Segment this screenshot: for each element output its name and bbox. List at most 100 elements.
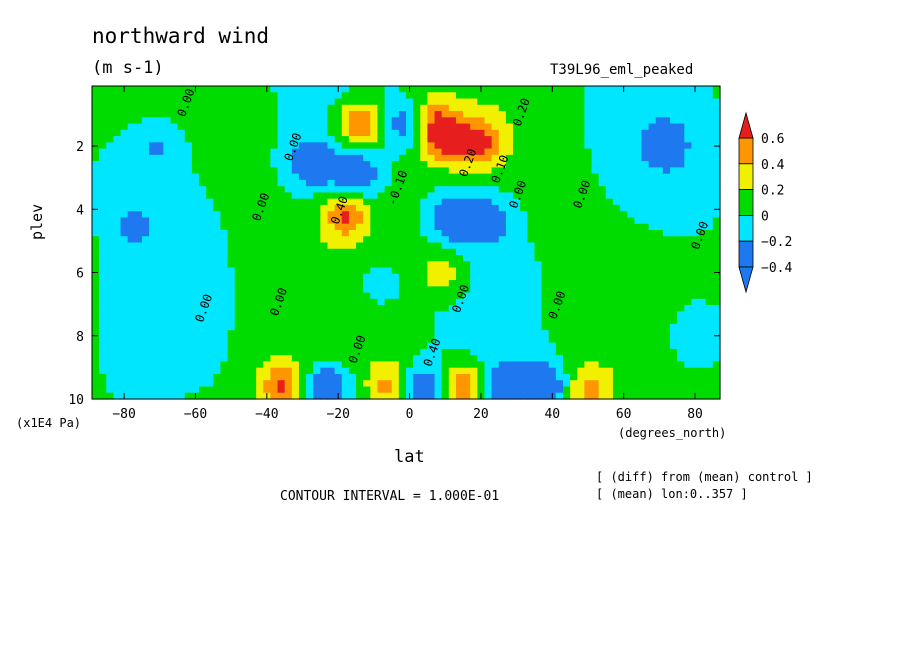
field-cell [520, 236, 528, 244]
field-cell [670, 348, 678, 356]
field-cell [213, 273, 222, 281]
field-cell [298, 311, 307, 319]
field-cell [348, 142, 357, 150]
field-cell [491, 355, 500, 363]
colorbar-label: −0.4 [761, 261, 792, 276]
field-cell [213, 123, 222, 131]
field-cell [620, 348, 628, 356]
field-cell [534, 179, 543, 187]
field-cell [270, 167, 279, 175]
field-cell [648, 104, 657, 112]
field-cell [534, 173, 543, 181]
field-cell [370, 373, 379, 381]
field-cell [448, 217, 457, 225]
field-cell [691, 355, 700, 363]
field-cell [191, 142, 200, 150]
field-cell [427, 261, 436, 269]
field-cell [391, 204, 400, 212]
field-cell [220, 211, 229, 219]
field-cell [648, 392, 657, 400]
colorbar-box [738, 137, 754, 165]
field-cell [249, 380, 257, 388]
field-cell [356, 305, 364, 312]
field-cell [277, 380, 286, 388]
field-cell [534, 386, 543, 394]
field-cell [348, 242, 357, 250]
field-cell [320, 361, 329, 369]
field-cell [413, 92, 421, 100]
field-cell [163, 211, 172, 219]
field-cell [555, 186, 564, 194]
field-cell [655, 186, 664, 194]
field-cell [199, 386, 207, 394]
field-cell [149, 336, 157, 344]
field-cell [99, 305, 107, 312]
field-cell [306, 298, 314, 306]
field-cell [113, 217, 122, 225]
field-cell [106, 192, 115, 200]
field-cell [527, 123, 536, 131]
field-cell [199, 204, 207, 212]
field-cell [106, 367, 115, 375]
field-cell [527, 330, 536, 337]
field-cell [505, 229, 514, 237]
field-cell [662, 336, 671, 344]
field-cell [406, 361, 414, 369]
field-cell [370, 223, 379, 231]
field-cell [377, 317, 386, 325]
field-cell [227, 311, 236, 319]
field-cell [705, 117, 714, 125]
field-cell [348, 317, 357, 325]
field-cell [698, 136, 707, 143]
field-cell [398, 223, 407, 231]
field-cell [620, 129, 628, 137]
field-cell [570, 111, 578, 118]
field-cell [662, 292, 671, 300]
field-cell [427, 148, 436, 156]
field-cell [534, 117, 543, 125]
field-cell [577, 242, 586, 250]
field-cell [398, 211, 407, 219]
field-cell [555, 386, 564, 394]
field-cell [570, 92, 578, 100]
field-cell [655, 111, 664, 118]
field-cell [527, 111, 536, 118]
field-cell [513, 217, 521, 225]
field-cell [341, 104, 350, 112]
field-cell [413, 148, 421, 156]
field-cell [620, 217, 628, 225]
field-cell [99, 129, 107, 137]
field-cell [455, 211, 464, 219]
field-cell [427, 323, 436, 331]
field-cell [712, 92, 721, 100]
field-cell [170, 173, 179, 181]
field-cell [555, 173, 564, 181]
field-cell [598, 148, 607, 156]
field-cell [563, 217, 571, 225]
field-cell [134, 217, 143, 225]
field-cell [634, 280, 643, 287]
field-cell [648, 355, 657, 363]
field-cell [363, 380, 371, 388]
field-cell [534, 305, 543, 312]
field-cell [213, 248, 222, 256]
field-cell [441, 217, 450, 225]
field-cell [177, 273, 186, 281]
field-cell [106, 167, 115, 175]
field-cell [99, 373, 107, 381]
field-cell [705, 204, 714, 212]
field-cell [470, 267, 478, 275]
field-cell [570, 223, 578, 231]
field-cell [370, 367, 379, 375]
field-cell [320, 380, 329, 388]
field-cell [513, 380, 521, 388]
field-cell [320, 286, 329, 294]
field-cell [320, 98, 329, 106]
field-cell [263, 142, 272, 150]
field-cell [306, 380, 314, 388]
field-cell [306, 136, 314, 143]
field-cell [341, 298, 350, 306]
field-cell [184, 373, 193, 381]
field-cell [413, 111, 421, 118]
field-cell [563, 86, 571, 93]
